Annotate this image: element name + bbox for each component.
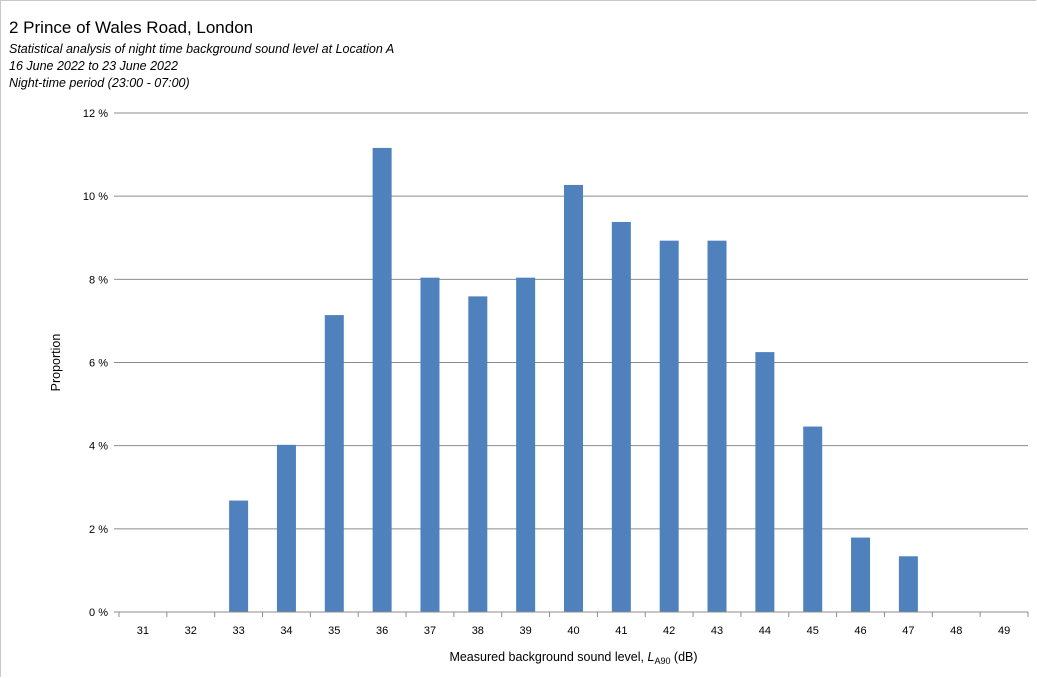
x-tick-label: 37 [424,625,436,637]
x-tick-label: 41 [615,625,627,637]
x-tick-label: 49 [998,625,1010,637]
chart-subtitle-line-2: 16 June 2022 to 23 June 2022 [9,59,178,73]
bar-38 [468,296,488,612]
y-axis-tick-labels: 0 % 2 % 4 % 6 % 8 % 10 % 12 % [83,108,108,619]
x-axis-label-unit: (dB) [670,650,697,664]
x-tick-label: 45 [807,625,819,637]
x-tick-label: 43 [711,625,723,637]
y-tick-label: 4 % [89,441,108,453]
y-tick-label: 6 % [89,358,108,370]
x-axis-label: Measured background sound level, LA90 (d… [449,650,697,666]
chart-subtitle-line-1: Statistical analysis of night time backg… [9,42,395,56]
bar-41 [611,221,631,612]
x-tick-label: 44 [759,625,771,637]
x-tick-label: 32 [185,625,197,637]
bar-36 [372,147,392,612]
bar-44 [755,352,775,612]
bar-46 [851,537,871,612]
x-tick-label: 33 [232,625,244,637]
bar-43 [707,240,727,612]
y-tick-label: 0 % [89,607,108,619]
bar-42 [659,240,679,612]
x-axis-label-main: Measured background sound level, [449,650,647,664]
x-tick-label: 36 [376,625,388,637]
bar-37 [420,277,440,612]
bar-45 [803,426,823,612]
x-tick-label: 40 [567,625,579,637]
x-axis-tick-labels: 31 32 33 34 35 36 37 38 39 40 41 42 43 44 45 46 47 48 49 [137,625,1010,637]
bar-34 [276,444,296,612]
x-tick-label: 48 [950,625,962,637]
bars [229,147,918,613]
bar-39 [516,277,536,612]
bar-33 [229,500,249,612]
x-tick-label: 39 [520,625,532,637]
x-axis-label-symbol: L [647,650,654,664]
bar-47 [898,556,918,612]
x-axis-label-subscript: A90 [654,656,670,666]
x-tick-label: 47 [902,625,914,637]
x-tick-label: 42 [663,625,675,637]
chart-subtitle-line-3: Night-time period (23:00 - 07:00) [9,76,190,90]
y-tick-label: 2 % [89,524,108,536]
x-tick-label: 34 [280,625,292,637]
bar-40 [564,184,583,613]
bar-35 [324,315,344,612]
y-axis-label: Proportion [49,334,63,392]
chart-title: 2 Prince of Wales Road, London [9,18,254,37]
x-tick-label: 31 [137,625,149,637]
y-tick-label: 10 % [83,191,108,203]
x-tick-label: 38 [472,625,484,637]
y-tick-label: 8 % [89,274,108,286]
x-tick-label: 46 [854,625,866,637]
x-tick-label: 35 [328,625,340,637]
y-tick-label: 12 % [83,108,108,120]
